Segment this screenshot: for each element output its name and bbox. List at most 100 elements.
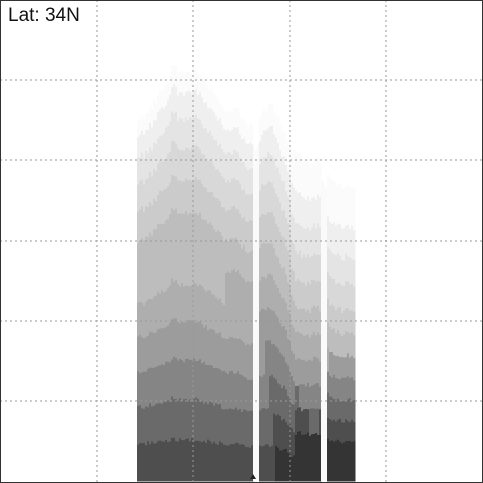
field-cell xyxy=(155,332,158,368)
field-cell xyxy=(233,127,236,150)
field-cell xyxy=(271,275,274,311)
field-cell xyxy=(249,142,252,170)
field-cell xyxy=(303,434,306,459)
field-cell xyxy=(179,358,182,399)
field-cell xyxy=(261,376,264,410)
field-cell xyxy=(249,379,252,412)
field-cell xyxy=(179,438,182,482)
field-cell xyxy=(345,419,348,442)
field-cell xyxy=(209,365,212,402)
field-cell xyxy=(293,381,296,406)
field-cell xyxy=(177,441,180,482)
field-cell xyxy=(149,331,152,369)
field-cell xyxy=(277,167,280,198)
field-cell xyxy=(277,383,280,415)
field-cell xyxy=(339,379,342,402)
field-cell xyxy=(165,188,168,221)
field-cell xyxy=(333,355,336,376)
field-cell xyxy=(177,148,180,181)
field-cell xyxy=(155,229,158,263)
field-cell xyxy=(267,444,270,482)
field-cell xyxy=(289,285,292,314)
field-cell xyxy=(229,371,232,409)
field-cell xyxy=(219,404,222,442)
field-cell xyxy=(141,302,144,338)
field-cell xyxy=(337,329,340,357)
field-cell xyxy=(315,433,318,460)
field-cell xyxy=(171,65,174,88)
field-cell xyxy=(203,327,206,363)
field-cell xyxy=(301,360,304,385)
field-cell xyxy=(149,232,152,265)
field-cell xyxy=(169,285,172,324)
field-cell xyxy=(269,154,272,183)
field-cell xyxy=(207,404,210,441)
field-cell xyxy=(147,207,150,238)
field-cell xyxy=(327,298,330,324)
field-cell xyxy=(297,431,300,460)
field-cell xyxy=(181,401,184,441)
field-cell xyxy=(337,439,340,463)
field-cell xyxy=(205,128,208,159)
field-cell xyxy=(205,85,208,103)
field-cell xyxy=(189,150,192,181)
field-cell xyxy=(263,185,266,215)
field-cell xyxy=(339,441,342,462)
field-cell xyxy=(329,352,332,377)
field-cell xyxy=(239,244,242,275)
field-cell xyxy=(327,323,330,349)
field-cell xyxy=(281,132,284,158)
field-cell xyxy=(237,339,240,372)
field-cell xyxy=(291,376,294,405)
field-cell xyxy=(201,124,204,155)
field-cell xyxy=(277,317,280,349)
shaded-field xyxy=(137,65,356,482)
field-cell xyxy=(313,223,316,254)
field-cell xyxy=(139,443,142,482)
field-cell xyxy=(203,440,206,482)
field-cell xyxy=(235,127,238,152)
field-cell xyxy=(193,358,196,400)
field-cell xyxy=(341,285,344,314)
field-cell xyxy=(165,127,168,159)
field-cell xyxy=(309,359,312,388)
field-cell xyxy=(261,112,264,136)
field-cell xyxy=(353,260,356,288)
field-cell xyxy=(137,270,140,304)
field-cell xyxy=(247,280,250,314)
field-cell xyxy=(163,89,166,110)
field-cell xyxy=(279,263,282,294)
field-cell xyxy=(235,237,238,273)
field-cell xyxy=(297,458,300,482)
field-cell xyxy=(279,352,282,385)
field-cell xyxy=(269,212,272,244)
field-cell xyxy=(315,199,318,229)
field-cell xyxy=(343,310,346,335)
field-cell xyxy=(293,432,296,456)
field-cell xyxy=(147,335,150,370)
field-cell xyxy=(143,212,146,241)
field-cell xyxy=(267,408,270,446)
field-cell xyxy=(221,207,224,237)
field-cell xyxy=(327,174,330,218)
field-cell xyxy=(273,158,276,189)
field-cell xyxy=(189,248,192,287)
field-cell xyxy=(251,125,254,145)
field-cell xyxy=(217,333,220,369)
field-cell xyxy=(345,186,348,227)
field-cell xyxy=(329,178,332,223)
field-cell xyxy=(267,242,270,275)
field-cell xyxy=(305,285,308,312)
field-cell xyxy=(171,396,174,439)
field-cell xyxy=(151,176,154,206)
field-cell xyxy=(185,439,188,482)
field-cell xyxy=(337,282,340,308)
field-cell xyxy=(295,435,298,460)
field-cell xyxy=(195,114,198,146)
field-cell xyxy=(339,255,342,284)
field-cell xyxy=(193,213,196,248)
field-cell xyxy=(163,292,166,329)
field-cell xyxy=(187,120,190,149)
field-cell xyxy=(347,376,350,400)
field-cell xyxy=(283,418,286,450)
